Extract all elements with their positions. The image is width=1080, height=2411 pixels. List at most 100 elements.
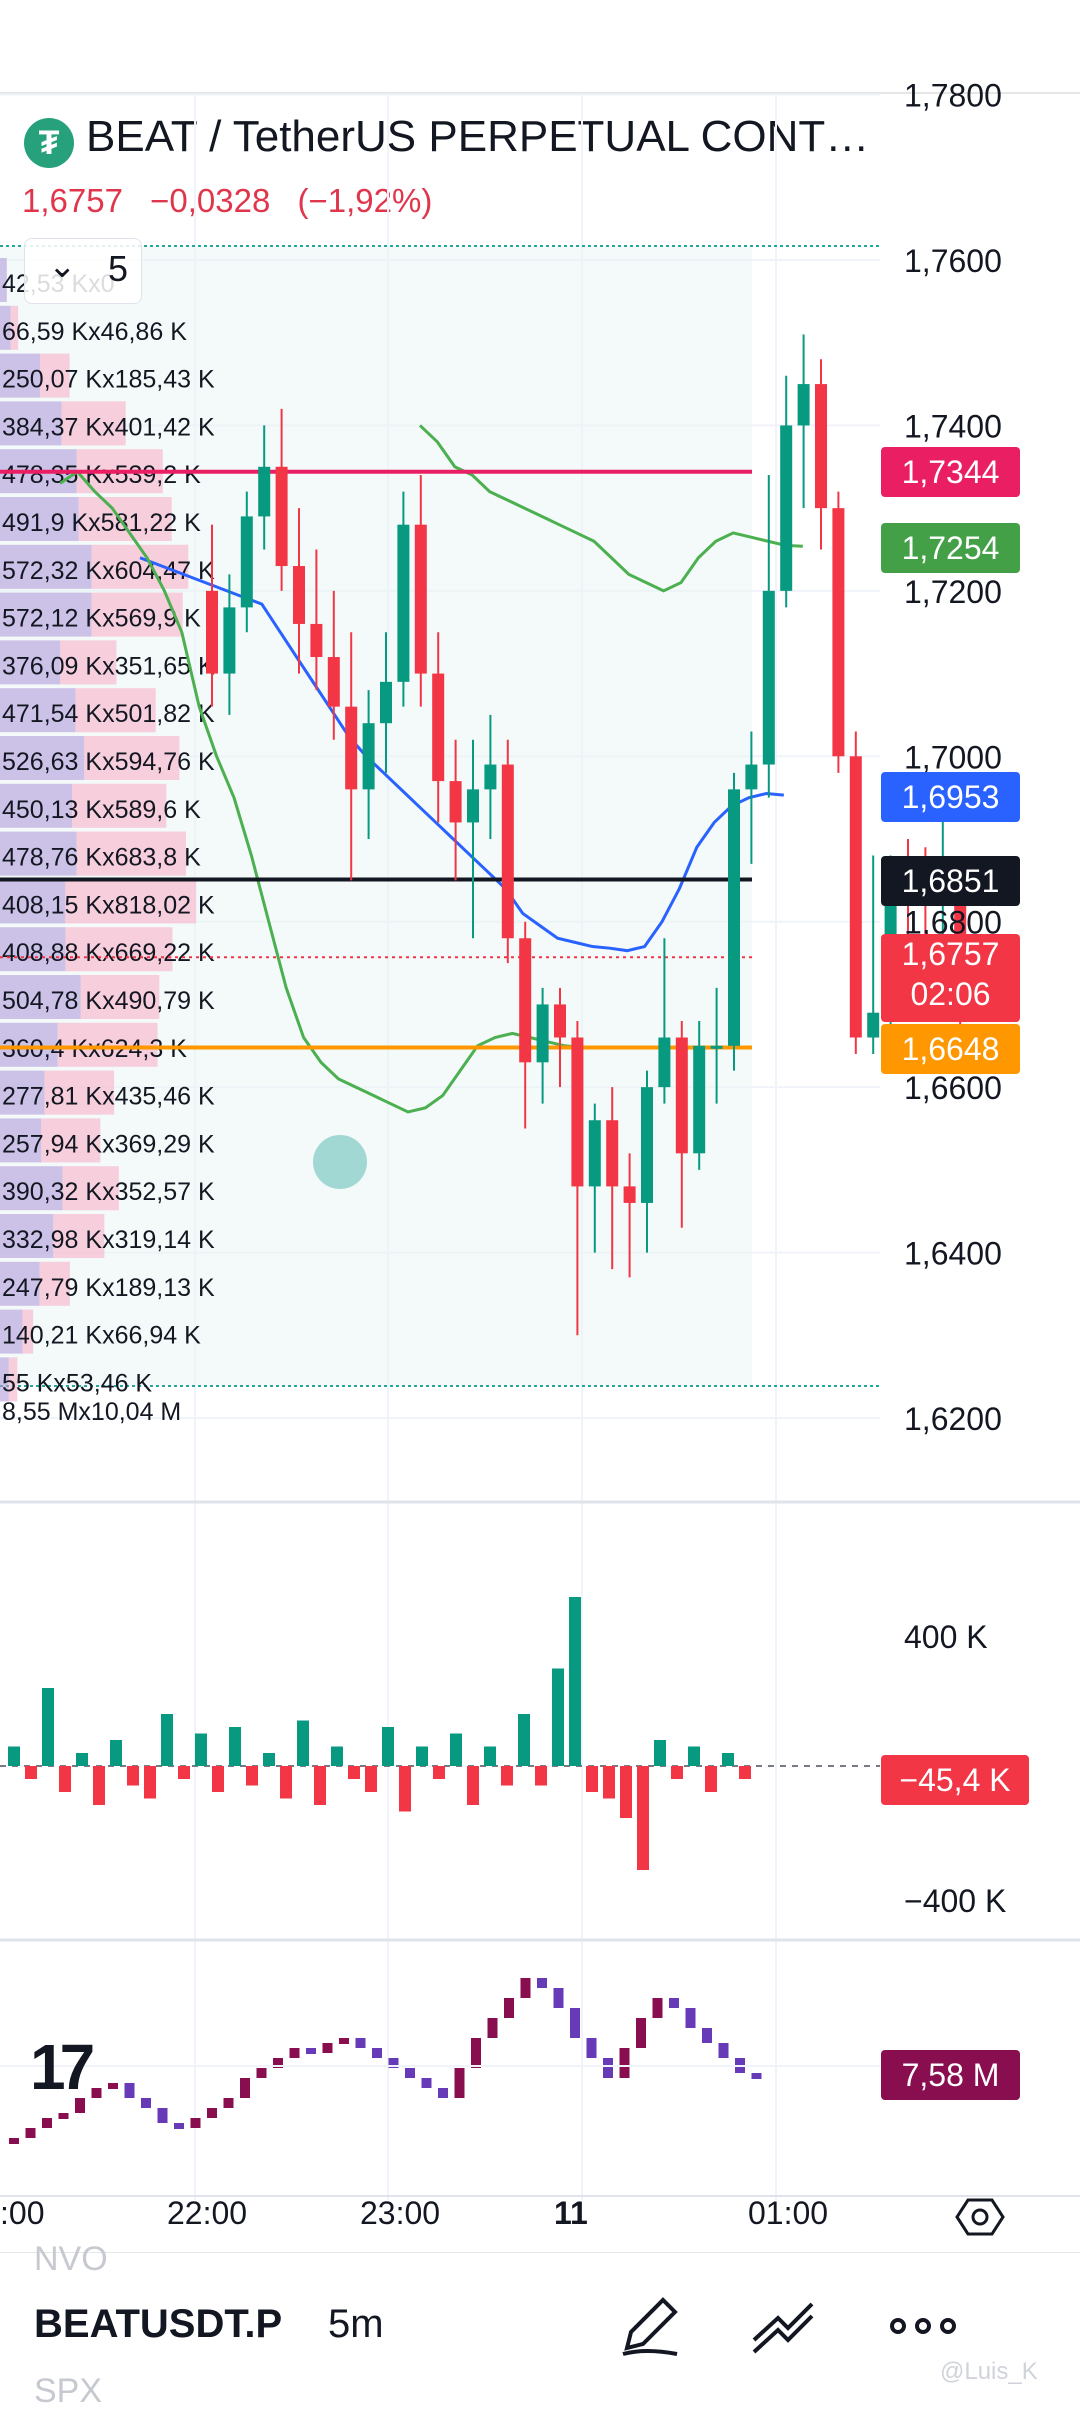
- volume-bar: [739, 1766, 751, 1779]
- vp-row-label: 257,94 Kx369,29 K: [2, 1130, 215, 1158]
- volume-bar: [501, 1766, 513, 1786]
- obv-bar: [306, 2048, 316, 2054]
- vp-buy-bar: [0, 353, 41, 398]
- symbol-button[interactable]: BEATUSDT.P: [34, 2302, 283, 2346]
- vp-row-label: 55 Kx53,46 K: [2, 1369, 152, 1397]
- price-axis-label: 1,7000: [904, 739, 1002, 775]
- candle-body: [641, 1087, 653, 1203]
- volume-bar: [467, 1766, 479, 1805]
- vp-row-label: 66,59 Kx46,86 K: [2, 318, 187, 346]
- volume-bar: [586, 1766, 598, 1792]
- vp-buy-bar: [0, 1261, 40, 1306]
- obv-bar: [289, 2048, 300, 2058]
- obv-bar: [75, 2098, 85, 2113]
- obv-bar: [487, 2018, 498, 2038]
- candle-body: [762, 590, 775, 765]
- obv-bar: [520, 1978, 531, 1998]
- volume-bar: [484, 1746, 496, 1766]
- candle-body: [832, 508, 845, 757]
- candle-body: [797, 384, 810, 426]
- price-axis-label: 1,7800: [904, 78, 1002, 114]
- price-axis-label: 1,6400: [904, 1236, 1002, 1272]
- obv-bar: [669, 1998, 679, 2008]
- candle-body: [484, 764, 497, 790]
- candle-body: [536, 1004, 549, 1063]
- price-axis-label: 1,7200: [904, 574, 1002, 610]
- obv-bar: [405, 2068, 415, 2078]
- volume-bar: [671, 1766, 683, 1779]
- candle-body: [414, 524, 427, 674]
- candle-body: [275, 466, 288, 567]
- volume-bar: [42, 1688, 54, 1766]
- volume-bar: [654, 1740, 666, 1766]
- vp-row-label: 408,15 Kx818,02 K: [2, 891, 215, 919]
- volume-bar: [212, 1766, 224, 1792]
- symbol-title[interactable]: BEAT / TetherUS PERPETUAL CONT…: [86, 112, 870, 161]
- obv-bar: [141, 2098, 151, 2108]
- vp-sell-bar: [78, 497, 172, 541]
- vp-buy-bar: [0, 1357, 9, 1402]
- candle-body: [327, 657, 340, 707]
- volume-bar: [518, 1714, 530, 1766]
- vp-row-label: 140,21 Kx66,94 K: [2, 1322, 201, 1350]
- vp-buy-bar: [0, 879, 66, 924]
- volume-bar: [433, 1766, 445, 1779]
- candle-body: [345, 706, 358, 790]
- volume-bar: [637, 1766, 649, 1870]
- price-badge: 1,6648: [881, 1024, 1020, 1074]
- obv-bar: [42, 2118, 52, 2128]
- volume-bar: [76, 1753, 88, 1766]
- volume-bar: [246, 1766, 258, 1786]
- obv-bar: [190, 2118, 201, 2128]
- obv-bar: [174, 2123, 184, 2129]
- candle-body: [362, 723, 375, 790]
- obv-bar: [421, 2078, 432, 2088]
- vp-row-label: 572,12 Kx569,9 K: [2, 605, 201, 633]
- vp-sell-bar: [40, 353, 70, 398]
- volume-bar: [348, 1766, 360, 1779]
- candle-body: [223, 607, 236, 674]
- obv-bar: [322, 2043, 333, 2053]
- timeframe-button[interactable]: 5m: [328, 2302, 384, 2346]
- vp-buy-bar: [0, 831, 77, 876]
- vp-buy-bar: [0, 783, 73, 828]
- price-badge: 1,7344: [881, 447, 1020, 497]
- chevron-down-icon[interactable]: ⌄: [48, 247, 77, 285]
- vp-row-label: 526,63 Kx594,76 K: [2, 748, 215, 776]
- volume-badge: −45,4 K: [881, 1755, 1029, 1805]
- candle-body: [519, 938, 532, 1063]
- top-divider: [0, 92, 1080, 94]
- candle-body: [780, 425, 793, 591]
- obv-bar: [685, 2008, 696, 2028]
- volume-bar: [331, 1746, 343, 1766]
- volume-bar: [229, 1727, 241, 1766]
- price-badge: 1,7254: [881, 523, 1020, 573]
- volume-bar: [110, 1740, 122, 1766]
- trend-tools-icon[interactable]: [748, 2290, 818, 2360]
- bottom-toolbar: [0, 2252, 1080, 2401]
- vp-sell-bar: [62, 1166, 119, 1211]
- interval-selector[interactable]: [24, 238, 142, 304]
- interval-value[interactable]: 5: [108, 248, 129, 289]
- vp-row-label: 277,81 Kx435,46 K: [2, 1083, 215, 1111]
- vp-row-label: 504,78 Kx490,79 K: [2, 987, 215, 1015]
- candle-body: [588, 1120, 601, 1187]
- volume-bar: [705, 1766, 717, 1792]
- settings-hex-icon[interactable]: [955, 2192, 1005, 2242]
- vp-row-label: 478,35 Kx539,2 K: [2, 461, 201, 489]
- price-badge: 1,6851: [881, 856, 1020, 906]
- tether-logo: ₮: [24, 118, 74, 168]
- volume-bar: [688, 1746, 700, 1766]
- candle-body: [623, 1186, 636, 1203]
- obv-bar: [223, 2098, 234, 2108]
- more-options-icon[interactable]: [888, 2306, 958, 2346]
- candle-body: [240, 516, 253, 608]
- pencil-icon[interactable]: [615, 2290, 685, 2360]
- volume-bar: [365, 1766, 377, 1792]
- time-axis-label: 22:00: [167, 2195, 247, 2231]
- vp-sell-bar: [91, 544, 189, 589]
- obv-bar: [586, 2038, 597, 2058]
- volume-bar: [297, 1720, 309, 1766]
- vp-sell-bar: [44, 1070, 115, 1115]
